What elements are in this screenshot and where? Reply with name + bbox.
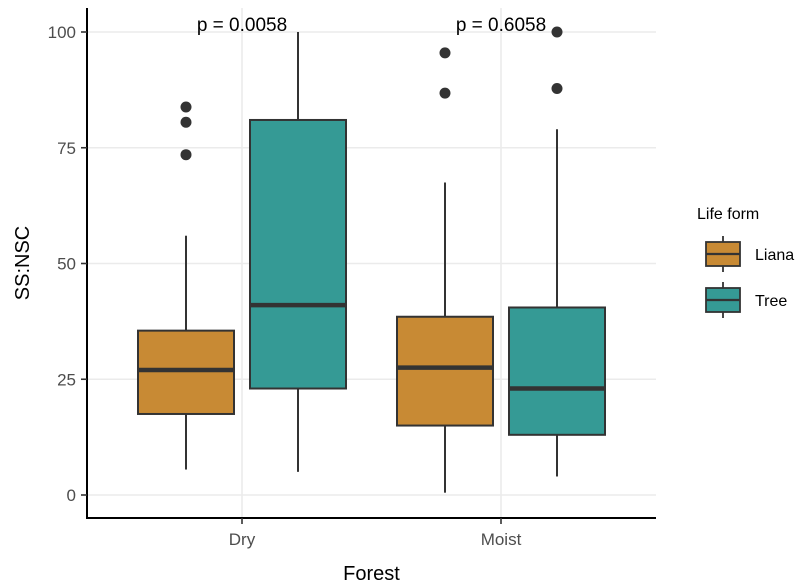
y-tick-label: 75 [57,139,76,158]
box-dry-tree [249,32,347,472]
y-tick-label: 50 [57,255,76,274]
x-axis-title: Forest [343,563,400,585]
y-tick-label: 25 [57,370,76,389]
box-dry-liana [137,101,235,470]
legend: Life form Liana Tree [697,206,794,318]
tick-labels: 0 25 50 75 100 Dry Moist [48,23,522,549]
legend-title: Life form [697,206,759,223]
box-iqr [249,118,347,390]
x-tick-label-moist: Moist [481,530,522,549]
outlier-point [439,47,451,59]
y-tick-label: 0 [67,486,76,505]
box-iqr [396,315,494,427]
p-value-annotation: p = 0.6058 [456,15,546,36]
gridlines [87,8,656,518]
outlier-point [551,26,563,38]
outlier-point [180,116,192,128]
box-iqr [137,329,235,415]
outlier-point [180,101,192,113]
box-moist-tree [508,26,606,477]
outlier-point [439,87,451,99]
boxplots [137,26,606,493]
outlier-point [551,82,563,94]
x-tick-label-dry: Dry [229,530,256,549]
p-value-annotation: p = 0.0058 [197,15,287,36]
legend-key-liana: Liana [705,236,794,272]
box-moist-liana [396,47,494,493]
box-iqr [508,306,606,436]
outlier-point [180,149,192,161]
legend-key-tree: Tree [705,282,787,318]
y-tick-label: 100 [48,23,76,42]
annotations: p = 0.0058 p = 0.6058 [197,15,546,36]
legend-label-tree: Tree [755,293,787,310]
legend-label-liana: Liana [755,247,794,264]
y-axis-title: SS:NSC [12,226,34,300]
